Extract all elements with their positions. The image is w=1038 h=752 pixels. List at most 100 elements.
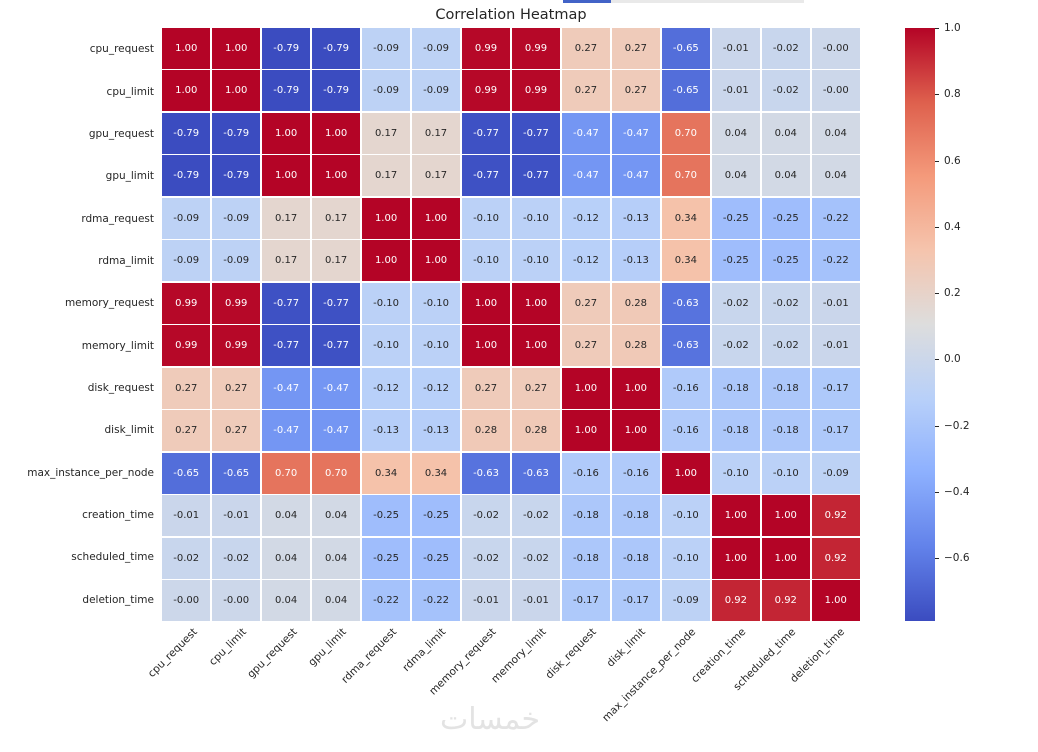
y-tick-label: cpu_limit — [106, 85, 154, 98]
heatmap-cell: 1.00 — [811, 580, 860, 621]
heatmap-cell: -0.79 — [261, 70, 311, 112]
heatmap-cell: 1.00 — [261, 112, 311, 154]
heatmap-cell: 0.04 — [711, 155, 761, 197]
heatmap-cell: 0.92 — [811, 495, 860, 537]
heatmap-cell: -0.47 — [261, 410, 311, 452]
heatmap-cell: -0.25 — [361, 495, 411, 537]
heatmap-cell: 1.00 — [511, 325, 561, 367]
heatmap-cell: 1.00 — [711, 495, 761, 537]
heatmap-cell: 0.04 — [761, 112, 811, 154]
heatmap-cell: 1.00 — [261, 155, 311, 197]
heatmap-cell: 0.34 — [661, 240, 711, 282]
heatmap-cell: 0.99 — [211, 325, 261, 367]
y-tick-label: deletion_time — [82, 593, 154, 606]
heatmap-cell: -0.47 — [261, 367, 311, 409]
heatmap-cell: -0.01 — [811, 282, 860, 324]
heatmap-cell: -0.16 — [661, 367, 711, 409]
heatmap-cell: -0.79 — [261, 28, 311, 69]
colorbar-tick-label: 0.8 — [944, 88, 961, 100]
heatmap-cell: -0.65 — [162, 452, 211, 494]
colorbar-tick-label: 0.6 — [944, 155, 961, 167]
heatmap-cell: -0.10 — [511, 197, 561, 239]
colorbar-tick-label: 0.4 — [944, 221, 961, 233]
heatmap-cell: 0.70 — [661, 155, 711, 197]
heatmap-cell: -0.10 — [761, 452, 811, 494]
heatmap-cell: -0.13 — [611, 197, 661, 239]
heatmap-cell: 0.04 — [311, 495, 361, 537]
heatmap-cell: 1.00 — [361, 240, 411, 282]
heatmap-cell: -0.02 — [162, 537, 211, 579]
heatmap-cell: 0.70 — [311, 452, 361, 494]
heatmap-cell: 0.27 — [561, 282, 611, 324]
x-tick-label: max_instance_per_node — [599, 626, 698, 725]
progress-bar-fill — [563, 0, 611, 3]
heatmap-cell: 0.04 — [261, 580, 311, 621]
heatmap-cell: -0.22 — [811, 197, 860, 239]
heatmap-cell: 1.00 — [611, 367, 661, 409]
heatmap-cell: 0.99 — [162, 282, 211, 324]
heatmap-cell: 1.00 — [162, 70, 211, 112]
heatmap-cell: 0.27 — [611, 28, 661, 69]
x-tick-label: gpu_limit — [306, 626, 349, 669]
heatmap-cell: 0.17 — [311, 197, 361, 239]
y-tick-label: creation_time — [82, 509, 154, 522]
heatmap-cell: -0.17 — [811, 410, 860, 452]
x-tick-label: deletion_time — [788, 626, 848, 686]
heatmap-cell: -0.00 — [811, 70, 860, 112]
heatmap-cell: 1.00 — [461, 325, 511, 367]
heatmap-cell: 0.92 — [811, 537, 860, 579]
heatmap-cell: -0.16 — [611, 452, 661, 494]
heatmap-cell: 0.70 — [261, 452, 311, 494]
heatmap-cell: -0.18 — [561, 495, 611, 537]
heatmap-cell: 0.04 — [761, 155, 811, 197]
heatmap-cell: -0.79 — [211, 112, 261, 154]
heatmap-cell: 0.92 — [761, 580, 811, 621]
heatmap-cell: 0.04 — [711, 112, 761, 154]
heatmap-cell: -0.09 — [361, 70, 411, 112]
heatmap-cell: 0.34 — [361, 452, 411, 494]
heatmap-cell: -0.63 — [511, 452, 561, 494]
heatmap-cell: 0.17 — [361, 155, 411, 197]
x-tick-label: cpu_limit — [207, 626, 250, 669]
heatmap-cell: -0.16 — [661, 410, 711, 452]
colorbar-tick-mark — [935, 359, 939, 360]
heatmap-cell: -0.00 — [211, 580, 261, 621]
heatmap-cell: -0.01 — [461, 580, 511, 621]
heatmap-cell: -0.17 — [561, 580, 611, 621]
heatmap-cell: -0.79 — [311, 70, 361, 112]
heatmap-cell: -0.01 — [511, 580, 561, 621]
heatmap-cell: -0.16 — [561, 452, 611, 494]
heatmap-cell: 1.00 — [211, 28, 261, 69]
colorbar-tick-mark — [935, 293, 939, 294]
heatmap-cell: -0.10 — [461, 197, 511, 239]
heatmap-cell: -0.25 — [711, 240, 761, 282]
heatmap-cell: -0.18 — [711, 410, 761, 452]
heatmap-cell: -0.18 — [611, 495, 661, 537]
heatmap-cell: -0.12 — [361, 367, 411, 409]
heatmap-cell: 0.17 — [311, 240, 361, 282]
heatmap-cell: 1.00 — [411, 240, 461, 282]
y-tick-label: memory_request — [64, 297, 154, 310]
heatmap-cell: 1.00 — [162, 28, 211, 69]
y-tick-label: scheduled_time — [71, 551, 154, 564]
x-tick-label: memory_request — [427, 626, 499, 698]
heatmap-cell: -0.47 — [611, 155, 661, 197]
heatmap-cell: -0.77 — [261, 282, 311, 324]
heatmap-cell: 0.27 — [211, 367, 261, 409]
heatmap-cell: -0.12 — [411, 367, 461, 409]
heatmap-cell: -0.25 — [411, 537, 461, 579]
heatmap-cell: 0.27 — [461, 367, 511, 409]
y-tick-label: cpu_request — [89, 43, 154, 56]
heatmap-cell: -0.47 — [561, 155, 611, 197]
heatmap-cell: 0.04 — [261, 537, 311, 579]
colorbar-tick-label: −0.4 — [944, 486, 970, 498]
heatmap-cell: -0.79 — [162, 155, 211, 197]
heatmap-cell: 0.04 — [311, 537, 361, 579]
y-tick-label: memory_limit — [81, 339, 154, 352]
y-tick-label: gpu_limit — [105, 170, 154, 183]
progress-bar-track — [611, 0, 804, 3]
colorbar-tick-label: 1.0 — [944, 22, 961, 34]
heatmap-cell: 0.04 — [811, 112, 860, 154]
heatmap-cell: 0.28 — [611, 282, 661, 324]
heatmap-cell: -0.09 — [162, 240, 211, 282]
